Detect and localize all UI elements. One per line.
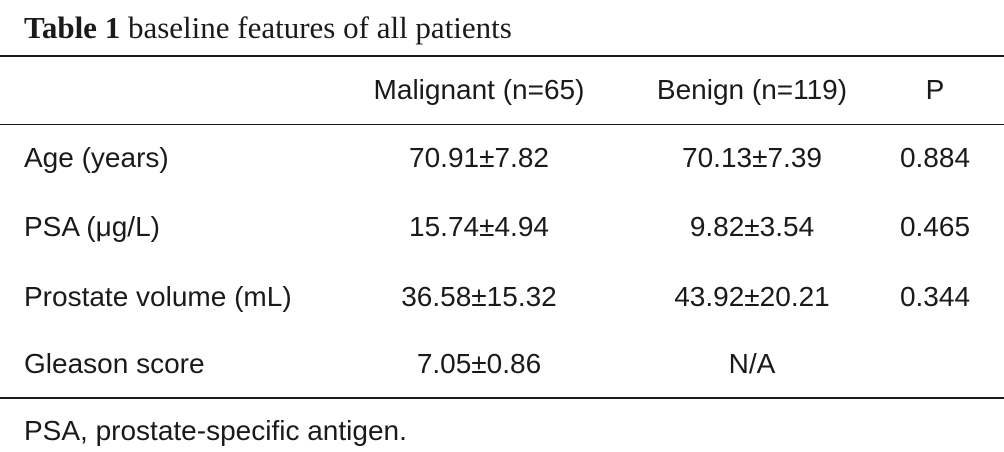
header-malignant: Malignant (n=65) bbox=[373, 74, 585, 105]
row-label: Gleason score bbox=[24, 348, 205, 379]
malignant-value: 70.91±7.82 bbox=[409, 142, 549, 173]
table-footnote: PSA, prostate-specific antigen. bbox=[24, 415, 407, 446]
p-value: 0.884 bbox=[899, 142, 971, 173]
benign-value: N/A bbox=[728, 348, 776, 379]
table-number: Table 1 bbox=[24, 10, 121, 45]
table-title: baseline features of all patients bbox=[127, 10, 512, 45]
malignant-value: 36.58±15.32 bbox=[401, 281, 557, 312]
row-label: Prostate volume (mL) bbox=[24, 281, 292, 312]
benign-value: 70.13±7.39 bbox=[682, 142, 822, 173]
malignant-value: 7.05±0.86 bbox=[416, 348, 542, 379]
malignant-value: 15.74±4.94 bbox=[409, 211, 549, 242]
header-p-value: P bbox=[925, 74, 945, 105]
benign-value: 43.92±20.21 bbox=[674, 281, 830, 312]
p-value: 0.344 bbox=[899, 281, 971, 312]
row-label: Age (years) bbox=[24, 142, 169, 173]
table-caption: Table 1 baseline features of all patient… bbox=[24, 8, 512, 48]
header-benign: Benign (n=119) bbox=[656, 74, 848, 105]
row-label: PSA (μg/L) bbox=[24, 211, 160, 242]
p-value: 0.465 bbox=[899, 211, 971, 242]
top-rule bbox=[0, 55, 1004, 57]
bottom-rule bbox=[0, 397, 1004, 399]
benign-value: 9.82±3.54 bbox=[689, 211, 815, 242]
header-rule bbox=[0, 124, 1004, 125]
